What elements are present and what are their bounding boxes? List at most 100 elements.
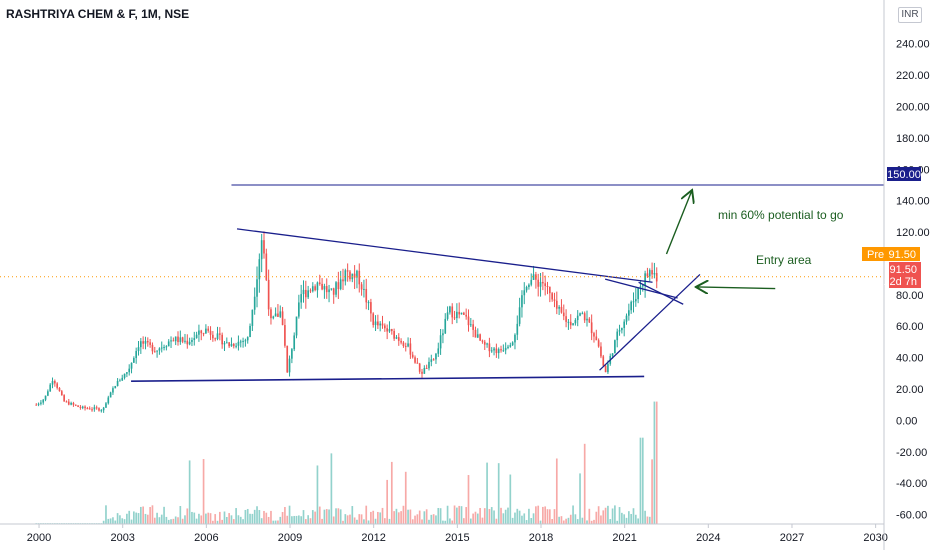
volume-bar: [463, 518, 465, 524]
y-tick-label: -60.00: [896, 510, 927, 522]
volume-bar: [474, 511, 477, 524]
candle-body: [560, 306, 563, 313]
volume-bar: [102, 520, 105, 524]
x-tick-label: 2006: [194, 532, 218, 544]
candle-body: [365, 288, 368, 303]
candle-body: [184, 340, 186, 342]
candle-body: [579, 313, 581, 316]
volume-bar: [281, 512, 284, 524]
candle-body: [270, 309, 272, 319]
candle-body: [51, 381, 54, 385]
candle-body: [444, 318, 447, 334]
volume-bar: [330, 453, 333, 524]
volume-bar: [291, 516, 293, 524]
volume-bar: [651, 459, 653, 524]
candle-body: [121, 377, 124, 381]
volume-bar: [516, 508, 519, 524]
y-tick-label: 40.00: [896, 353, 924, 365]
volume-bar: [316, 465, 319, 524]
candle-body: [88, 408, 91, 410]
candle-body: [465, 314, 468, 317]
candle-body: [63, 395, 65, 402]
target-price-label: 150.00: [887, 169, 921, 181]
candle-body: [149, 342, 151, 345]
candle-body: [518, 307, 521, 324]
candle-body: [653, 273, 656, 275]
volume-bar: [565, 518, 567, 524]
y-tick-label: 180.00: [896, 133, 930, 145]
volume-bar: [548, 509, 551, 524]
candle-body: [251, 309, 254, 326]
currency-button[interactable]: INR: [898, 7, 922, 23]
candle-body: [249, 325, 251, 338]
candle-body: [588, 318, 591, 323]
volume-bar: [639, 437, 642, 524]
volume-bar: [486, 462, 488, 524]
candle-body: [437, 348, 440, 354]
candle-body: [316, 282, 319, 291]
candle-body: [539, 281, 542, 287]
candle-body: [497, 349, 500, 354]
countdown: 12d 7h: [883, 276, 917, 288]
candle-body: [156, 350, 158, 352]
candle-body: [344, 270, 347, 282]
volume-bar: [325, 509, 328, 524]
candle-body: [314, 286, 316, 291]
candle-body: [274, 313, 277, 317]
volume-bar: [286, 515, 289, 524]
y-tick-label: 60.00: [896, 321, 924, 333]
candle-body: [625, 315, 628, 322]
trendline: [599, 273, 701, 371]
candle-body: [632, 301, 635, 303]
candle-body: [576, 315, 579, 321]
volume-bar: [425, 509, 428, 524]
volume-bar: [232, 519, 235, 524]
last-price-tag: 91.50 12d 7h: [883, 262, 921, 288]
candle-body: [47, 391, 49, 396]
x-tick-label: 2027: [780, 532, 804, 544]
candle-body: [481, 340, 484, 342]
volume-bar: [625, 517, 628, 524]
volume-bar: [272, 520, 275, 524]
candle-body: [597, 340, 600, 347]
volume-bar: [251, 513, 254, 524]
candle-body: [367, 302, 370, 304]
candle-body: [648, 270, 651, 277]
candle-body: [628, 310, 630, 316]
candle-body: [530, 279, 533, 285]
candle-body: [144, 341, 147, 344]
candle-body: [42, 399, 45, 403]
volume-bar: [184, 515, 186, 524]
volume-bar: [256, 506, 258, 524]
volume-bar: [611, 508, 614, 524]
drawings: [0, 184, 884, 382]
volume-bar: [569, 514, 572, 524]
volume-bar: [451, 520, 454, 524]
volume-bar: [518, 510, 521, 524]
volume-bar: [546, 509, 549, 524]
volume-bar: [616, 520, 619, 524]
volume-bar: [295, 515, 298, 524]
volume-bar: [300, 516, 303, 524]
y-tick-label: 20.00: [896, 384, 924, 396]
potential-arrow: [665, 191, 691, 255]
candle-body: [158, 348, 161, 351]
candle-body: [439, 335, 442, 349]
candle-body: [546, 286, 549, 288]
x-tick-label: 2003: [110, 532, 134, 544]
volume-bar: [504, 509, 507, 524]
candle-body: [56, 383, 59, 388]
volume-bar: [144, 513, 147, 524]
candle-body: [651, 270, 653, 275]
volume-bar: [437, 507, 440, 524]
candle-body: [191, 339, 193, 342]
candle-body: [490, 350, 493, 352]
volume-bar: [386, 479, 388, 524]
volume-bar: [602, 510, 605, 524]
candle-body: [102, 407, 105, 411]
candle-body: [221, 334, 223, 345]
candle-body: [335, 282, 337, 295]
candle-body: [35, 404, 38, 406]
candle-body: [337, 282, 340, 290]
